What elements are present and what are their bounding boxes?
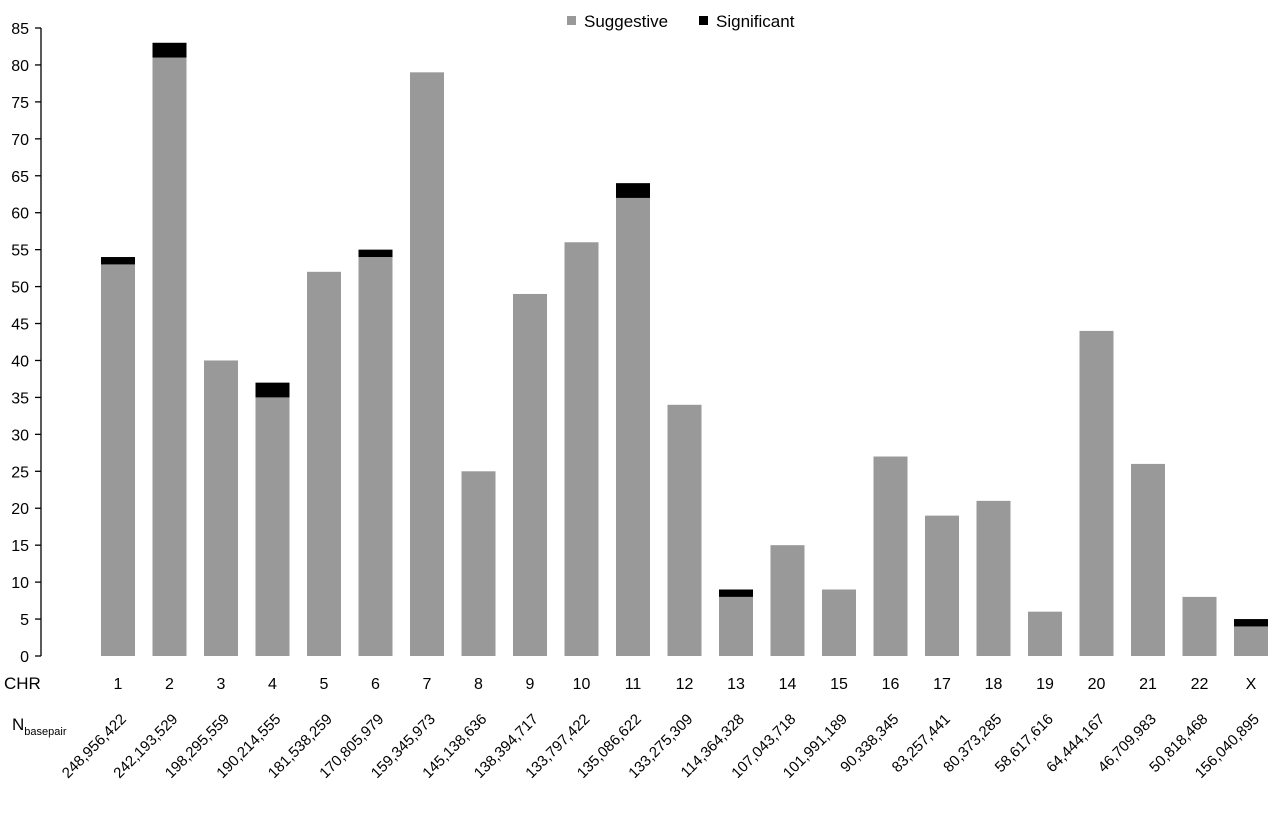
chr-label: 1 (114, 676, 123, 693)
suggestive-bar-chr-12 (667, 404, 702, 656)
significant-bar-chr-13 (719, 589, 753, 597)
chr-label: 16 (882, 676, 900, 693)
y-tick-label: 65 (11, 169, 29, 186)
significant-bar-chr-1 (101, 257, 135, 265)
suggestive-bar-chr-22 (1182, 596, 1217, 656)
y-tick-label: 70 (11, 132, 29, 149)
suggestive-bar-chr-3 (204, 360, 238, 656)
suggestive-bar-chr-20 (1079, 330, 1114, 656)
suggestive-bar-chr-11 (616, 197, 650, 656)
chr-row-title: CHR (4, 674, 41, 693)
chr-label: 22 (1191, 676, 1209, 693)
chr-label: 8 (474, 676, 483, 693)
suggestive-bar-chr-8 (461, 471, 496, 656)
chr-label: 15 (830, 676, 848, 693)
suggestive-bar-chr-18 (976, 500, 1011, 656)
legend-label-significant: Significant (716, 12, 795, 31)
legend-label-suggestive: Suggestive (584, 12, 668, 31)
legend-swatch-suggestive (567, 16, 576, 25)
y-tick-label: 10 (11, 575, 29, 592)
y-tick-label: 85 (11, 21, 29, 38)
suggestive-bar-chr-14 (770, 545, 805, 656)
chr-label: 5 (320, 676, 329, 693)
suggestive-bar-chr-10 (564, 242, 599, 656)
chr-label: 17 (933, 676, 951, 693)
legend: Suggestive Significant (567, 12, 795, 31)
y-tick-label: 30 (11, 427, 29, 444)
chr-label: 21 (1139, 676, 1157, 693)
chr-label: 19 (1036, 676, 1054, 693)
y-tick-label: 20 (11, 501, 29, 518)
basepair-row-title-subscript: basepair (24, 726, 67, 738)
significant-bar-chr-4 (255, 382, 290, 398)
bars (101, 42, 1268, 657)
y-tick-label: 55 (11, 243, 29, 260)
chr-label: 10 (573, 676, 591, 693)
y-tick-label: 45 (11, 317, 29, 334)
suggestive-bar-chr-17 (925, 515, 959, 656)
suggestive-bar-chr-6 (358, 257, 393, 656)
suggestive-bar-chr-X (1234, 626, 1268, 656)
y-tick-label: 40 (11, 353, 29, 370)
suggestive-bar-chr-13 (719, 596, 753, 656)
chr-label: 7 (423, 676, 432, 693)
y-tick-label: 35 (11, 390, 29, 407)
y-tick-label: 80 (11, 58, 29, 75)
basepair-row-title: Nbasepair (12, 715, 67, 738)
suggestive-bar-chr-21 (1131, 463, 1165, 656)
suggestive-bar-chr-1 (101, 264, 135, 656)
suggestive-bar-chr-19 (1028, 611, 1062, 656)
y-tick-label: 50 (11, 280, 29, 297)
y-tick-label: 0 (20, 649, 29, 666)
significant-bar-chr-2 (152, 42, 187, 58)
chr-label: 12 (676, 676, 694, 693)
y-tick-label: 15 (11, 538, 29, 555)
chr-label: 3 (217, 676, 226, 693)
suggestive-bar-chr-4 (255, 397, 290, 656)
chr-label: 14 (779, 676, 797, 693)
chr-label: 9 (526, 676, 535, 693)
suggestive-bar-chr-15 (822, 589, 856, 656)
significant-bar-chr-X (1234, 619, 1268, 627)
basepair-labels: Nbasepair248,956,422242,193,529198,295,5… (12, 711, 1263, 782)
significant-bar-chr-6 (358, 249, 393, 258)
chr-label: 11 (625, 676, 642, 693)
suggestive-bar-chr-9 (513, 293, 547, 656)
chr-label: 20 (1088, 676, 1106, 693)
chr-label: 18 (985, 676, 1003, 693)
y-tick-label: 75 (11, 95, 29, 112)
basepair-row-title-main: N (12, 715, 24, 734)
y-tick-label: 25 (11, 464, 29, 481)
suggestive-bar-chr-16 (873, 456, 908, 656)
chr-label: 2 (165, 676, 174, 693)
y-tick-label: 60 (11, 206, 29, 223)
chr-labels: CHR 1 2 3 4 5 6 7 8 9 10 11 12 13 14 15 16 17 18 19 20 21 22 X (4, 674, 1257, 693)
chr-label: 13 (727, 676, 745, 693)
suggestive-bar-chr-7 (410, 72, 444, 657)
y-tick-label: 5 (20, 612, 29, 629)
suggestive-bar-chr-2 (152, 57, 187, 657)
chr-label: 6 (371, 676, 380, 693)
significant-bar-chr-11 (616, 183, 650, 198)
suggestive-bar-chr-5 (307, 271, 341, 656)
chr-label: X (1246, 676, 1257, 693)
chr-label: 4 (268, 676, 277, 693)
legend-swatch-significant (699, 16, 708, 25)
y-axis: 0 5 10 15 20 25 30 35 40 45 50 55 60 65 70 75 80 85 (11, 21, 42, 666)
